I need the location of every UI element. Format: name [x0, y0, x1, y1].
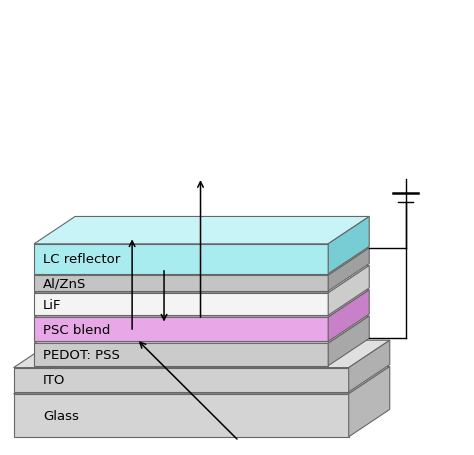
Polygon shape — [34, 344, 328, 366]
Polygon shape — [34, 244, 328, 274]
Polygon shape — [349, 340, 390, 392]
Polygon shape — [34, 266, 369, 293]
Text: ITO: ITO — [43, 374, 65, 386]
Polygon shape — [328, 290, 369, 342]
Polygon shape — [14, 367, 390, 394]
Polygon shape — [34, 290, 369, 318]
Polygon shape — [34, 217, 369, 244]
Polygon shape — [34, 293, 328, 316]
Polygon shape — [14, 368, 349, 392]
Polygon shape — [328, 266, 369, 316]
Text: LiF: LiF — [43, 298, 62, 311]
Polygon shape — [328, 316, 369, 366]
Polygon shape — [14, 394, 349, 437]
Polygon shape — [328, 217, 369, 274]
Polygon shape — [349, 367, 390, 437]
Text: PSC blend: PSC blend — [43, 323, 110, 336]
Text: PEDOT: PSS: PEDOT: PSS — [43, 348, 120, 361]
Polygon shape — [34, 276, 328, 291]
Polygon shape — [14, 340, 390, 368]
Polygon shape — [328, 248, 369, 291]
Text: Glass: Glass — [43, 409, 79, 422]
Text: LC reflector: LC reflector — [43, 253, 120, 266]
Polygon shape — [34, 248, 369, 276]
Polygon shape — [34, 318, 328, 342]
Text: Al/ZnS: Al/ZnS — [43, 277, 87, 290]
Polygon shape — [34, 316, 369, 344]
